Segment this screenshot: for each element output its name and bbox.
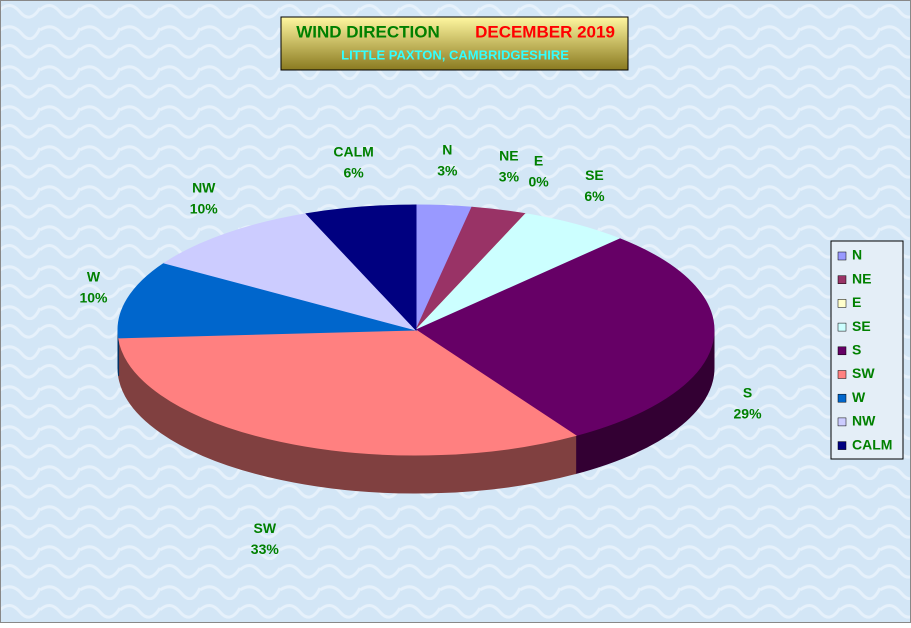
legend-swatch xyxy=(837,346,847,356)
legend-label: SW xyxy=(852,365,875,381)
chart-title: WIND DIRECTION xyxy=(296,22,440,41)
slice-value-label: 6% xyxy=(584,188,605,204)
legend-label: N xyxy=(852,247,862,263)
slice xyxy=(118,329,577,456)
legend-label: NW xyxy=(852,413,876,429)
legend-label: CALM xyxy=(852,436,892,452)
legend-swatch xyxy=(837,299,847,308)
slice-label: NE xyxy=(499,147,518,163)
slice-label: N xyxy=(442,141,452,157)
slice-label: SW xyxy=(254,520,277,536)
slice-label: E xyxy=(534,153,543,169)
slice xyxy=(163,213,418,331)
slice-value-label: 10% xyxy=(190,201,219,217)
legend-swatch xyxy=(837,417,847,427)
slice-value-label: 6% xyxy=(343,165,364,181)
slice xyxy=(414,238,715,437)
slice-label: CALM xyxy=(333,144,373,160)
slice xyxy=(117,262,417,339)
chart-subtitle: LITTLE PAXTON, CAMBRIDGESHIRE xyxy=(341,47,569,62)
slice-value-label: 33% xyxy=(251,541,280,557)
slice-value-label: 0% xyxy=(528,174,549,190)
chart-title-period: DECEMBER 2019 xyxy=(475,22,615,41)
title-box xyxy=(280,16,629,71)
legend-swatch xyxy=(837,322,847,332)
slice-label: SE xyxy=(585,167,604,183)
legend-swatch xyxy=(837,370,847,379)
slice-value-label: 3% xyxy=(437,162,458,178)
legend-swatch xyxy=(837,251,847,261)
legend-label: E xyxy=(852,294,861,310)
legend-label: SE xyxy=(852,318,871,334)
legend-swatch xyxy=(837,275,847,284)
legend-swatch xyxy=(837,393,847,403)
legend-label: NE xyxy=(852,270,871,286)
legend-label: W xyxy=(852,389,866,405)
slice-label: W xyxy=(87,268,101,284)
slice-label: S xyxy=(743,385,752,401)
slice-value-label: 3% xyxy=(499,168,520,184)
slice xyxy=(305,204,417,332)
legend-swatch xyxy=(837,441,847,450)
slice-value-label: 10% xyxy=(79,289,108,305)
slice-label: NW xyxy=(192,180,216,196)
legend-label: S xyxy=(852,342,861,358)
slice-value-label: 29% xyxy=(734,406,763,422)
